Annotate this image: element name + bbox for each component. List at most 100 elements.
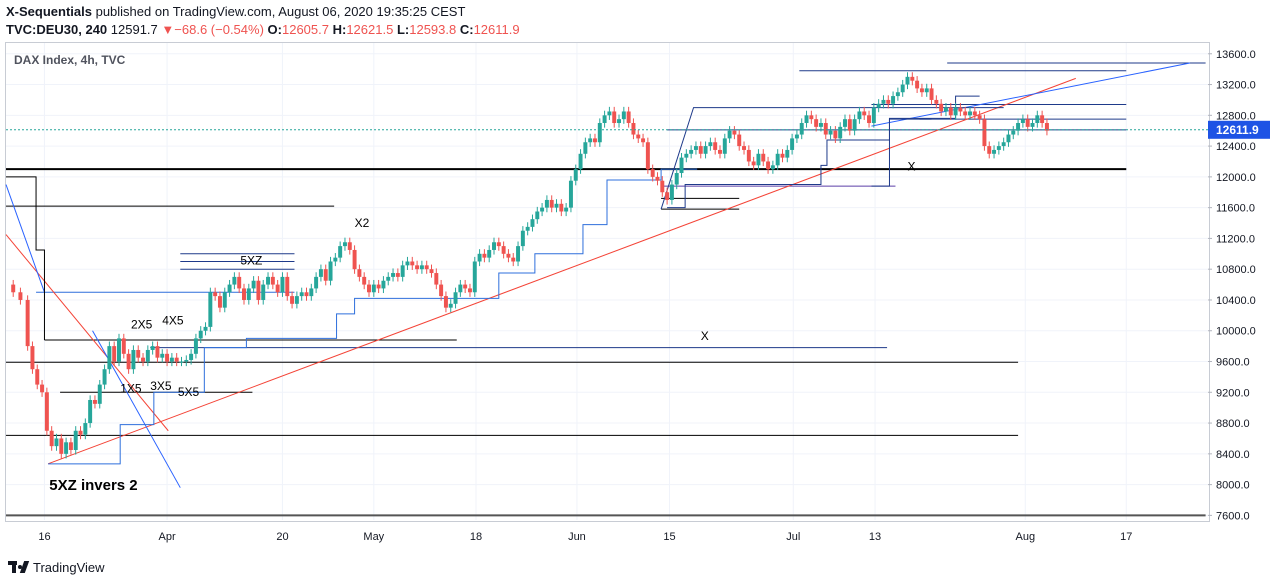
candles-layer bbox=[6, 72, 1208, 459]
tradingview-logo-icon bbox=[8, 560, 30, 575]
candle-body bbox=[83, 423, 88, 435]
candle-body bbox=[535, 211, 540, 220]
candle-body bbox=[1044, 123, 1049, 131]
x-tick-label: 18 bbox=[470, 531, 482, 543]
candle-body bbox=[1025, 119, 1030, 127]
candle-body bbox=[602, 115, 607, 124]
candle-body bbox=[804, 115, 809, 124]
candle-body bbox=[905, 76, 910, 85]
candle-body bbox=[1011, 130, 1016, 135]
candle-body bbox=[847, 119, 852, 131]
candle-body bbox=[492, 242, 496, 250]
candle-body bbox=[871, 107, 876, 124]
candle-body bbox=[213, 292, 218, 297]
candle-body bbox=[453, 292, 458, 304]
annotation-label: X2 bbox=[355, 216, 370, 230]
y-tick-label: 8800.0 bbox=[1216, 418, 1250, 430]
candle-body bbox=[544, 199, 549, 208]
candle-body bbox=[838, 126, 843, 139]
candle-body bbox=[900, 84, 905, 93]
candle-body bbox=[645, 142, 650, 170]
candle-body bbox=[242, 288, 246, 300]
candle-body bbox=[910, 76, 915, 81]
candle-body bbox=[751, 161, 756, 166]
candle-body bbox=[996, 146, 1001, 150]
candle-body bbox=[198, 330, 203, 339]
candle-body bbox=[626, 111, 631, 124]
step-line bbox=[48, 168, 698, 465]
candle-body bbox=[708, 142, 713, 147]
candle-body bbox=[520, 230, 525, 247]
candle-body bbox=[237, 276, 242, 289]
candle-body bbox=[227, 284, 232, 293]
candle-body bbox=[968, 111, 972, 116]
x-tick-label: 20 bbox=[276, 531, 288, 543]
y-tick-label: 10400.0 bbox=[1216, 295, 1256, 307]
candle-body bbox=[467, 288, 472, 293]
annotation-label: 3X5 bbox=[150, 379, 172, 393]
candle-body bbox=[756, 153, 761, 166]
candle-body bbox=[487, 249, 492, 258]
candle-body bbox=[251, 280, 256, 289]
candle-body bbox=[785, 149, 790, 158]
ohlc-bar: TVC:DEU30, 240 12591.7 ▼−68.6 (−0.54%) O… bbox=[6, 22, 520, 37]
change-value: −68.6 (−0.54%) bbox=[174, 22, 264, 37]
candle-body bbox=[318, 269, 323, 277]
last-price: 12591.7 bbox=[110, 22, 158, 37]
candle-body bbox=[261, 284, 266, 300]
candle-body bbox=[107, 346, 112, 370]
candle-body bbox=[117, 338, 121, 362]
publisher-name[interactable]: X-Sequentials bbox=[6, 4, 92, 19]
candle-body bbox=[891, 96, 896, 104]
candle-body bbox=[381, 280, 386, 289]
candle-body bbox=[309, 288, 314, 297]
candle-body bbox=[165, 353, 170, 362]
annotation-label: 5X5 bbox=[178, 385, 200, 399]
candle-body bbox=[40, 384, 45, 393]
close-label: C: bbox=[459, 22, 474, 37]
candle-body bbox=[612, 111, 617, 124]
annotation-label: 5XZ bbox=[240, 254, 262, 268]
x-tick-label: 13 bbox=[869, 531, 881, 543]
x-tick-label: Jul bbox=[786, 531, 800, 543]
candle-body bbox=[54, 438, 59, 447]
candle-body bbox=[323, 269, 328, 281]
close-value: 12611.9 bbox=[473, 22, 520, 37]
candle-body bbox=[862, 111, 867, 116]
candle-body bbox=[367, 284, 371, 293]
last-price-badge-text: 12611.9 bbox=[1216, 123, 1259, 137]
low-label: L: bbox=[396, 22, 410, 37]
candle-body bbox=[1006, 134, 1011, 143]
candle-body bbox=[49, 430, 54, 447]
candle-body bbox=[876, 103, 881, 108]
candle-body bbox=[256, 280, 261, 300]
candle-body bbox=[939, 103, 944, 112]
high-label: H: bbox=[332, 22, 347, 37]
candle-body bbox=[88, 399, 93, 424]
tradingview-logo[interactable]: TradingView bbox=[8, 560, 105, 575]
candle-body bbox=[25, 299, 30, 347]
candle-body bbox=[155, 346, 160, 358]
candle-body bbox=[328, 261, 333, 281]
candle-body bbox=[943, 107, 948, 112]
chart-pane[interactable] bbox=[5, 42, 1210, 522]
symbol-label: TVC:DEU30, 240 bbox=[6, 22, 108, 37]
candle-body bbox=[799, 123, 804, 135]
candle-body bbox=[482, 253, 487, 258]
candle-body bbox=[641, 138, 646, 143]
candle-body bbox=[919, 88, 924, 93]
candle-body bbox=[443, 296, 448, 308]
candle-body bbox=[184, 359, 189, 362]
candle-body bbox=[102, 369, 107, 385]
candle-body bbox=[285, 276, 290, 297]
open-value: 12605.7 bbox=[281, 22, 329, 37]
candle-body bbox=[516, 246, 521, 262]
candle-body bbox=[578, 153, 583, 170]
candle-body bbox=[44, 392, 49, 431]
trend-line bbox=[47, 77, 1076, 465]
candle-body bbox=[823, 123, 828, 135]
candle-body bbox=[448, 303, 453, 308]
candle-body bbox=[660, 180, 665, 193]
candle-body bbox=[689, 149, 694, 154]
